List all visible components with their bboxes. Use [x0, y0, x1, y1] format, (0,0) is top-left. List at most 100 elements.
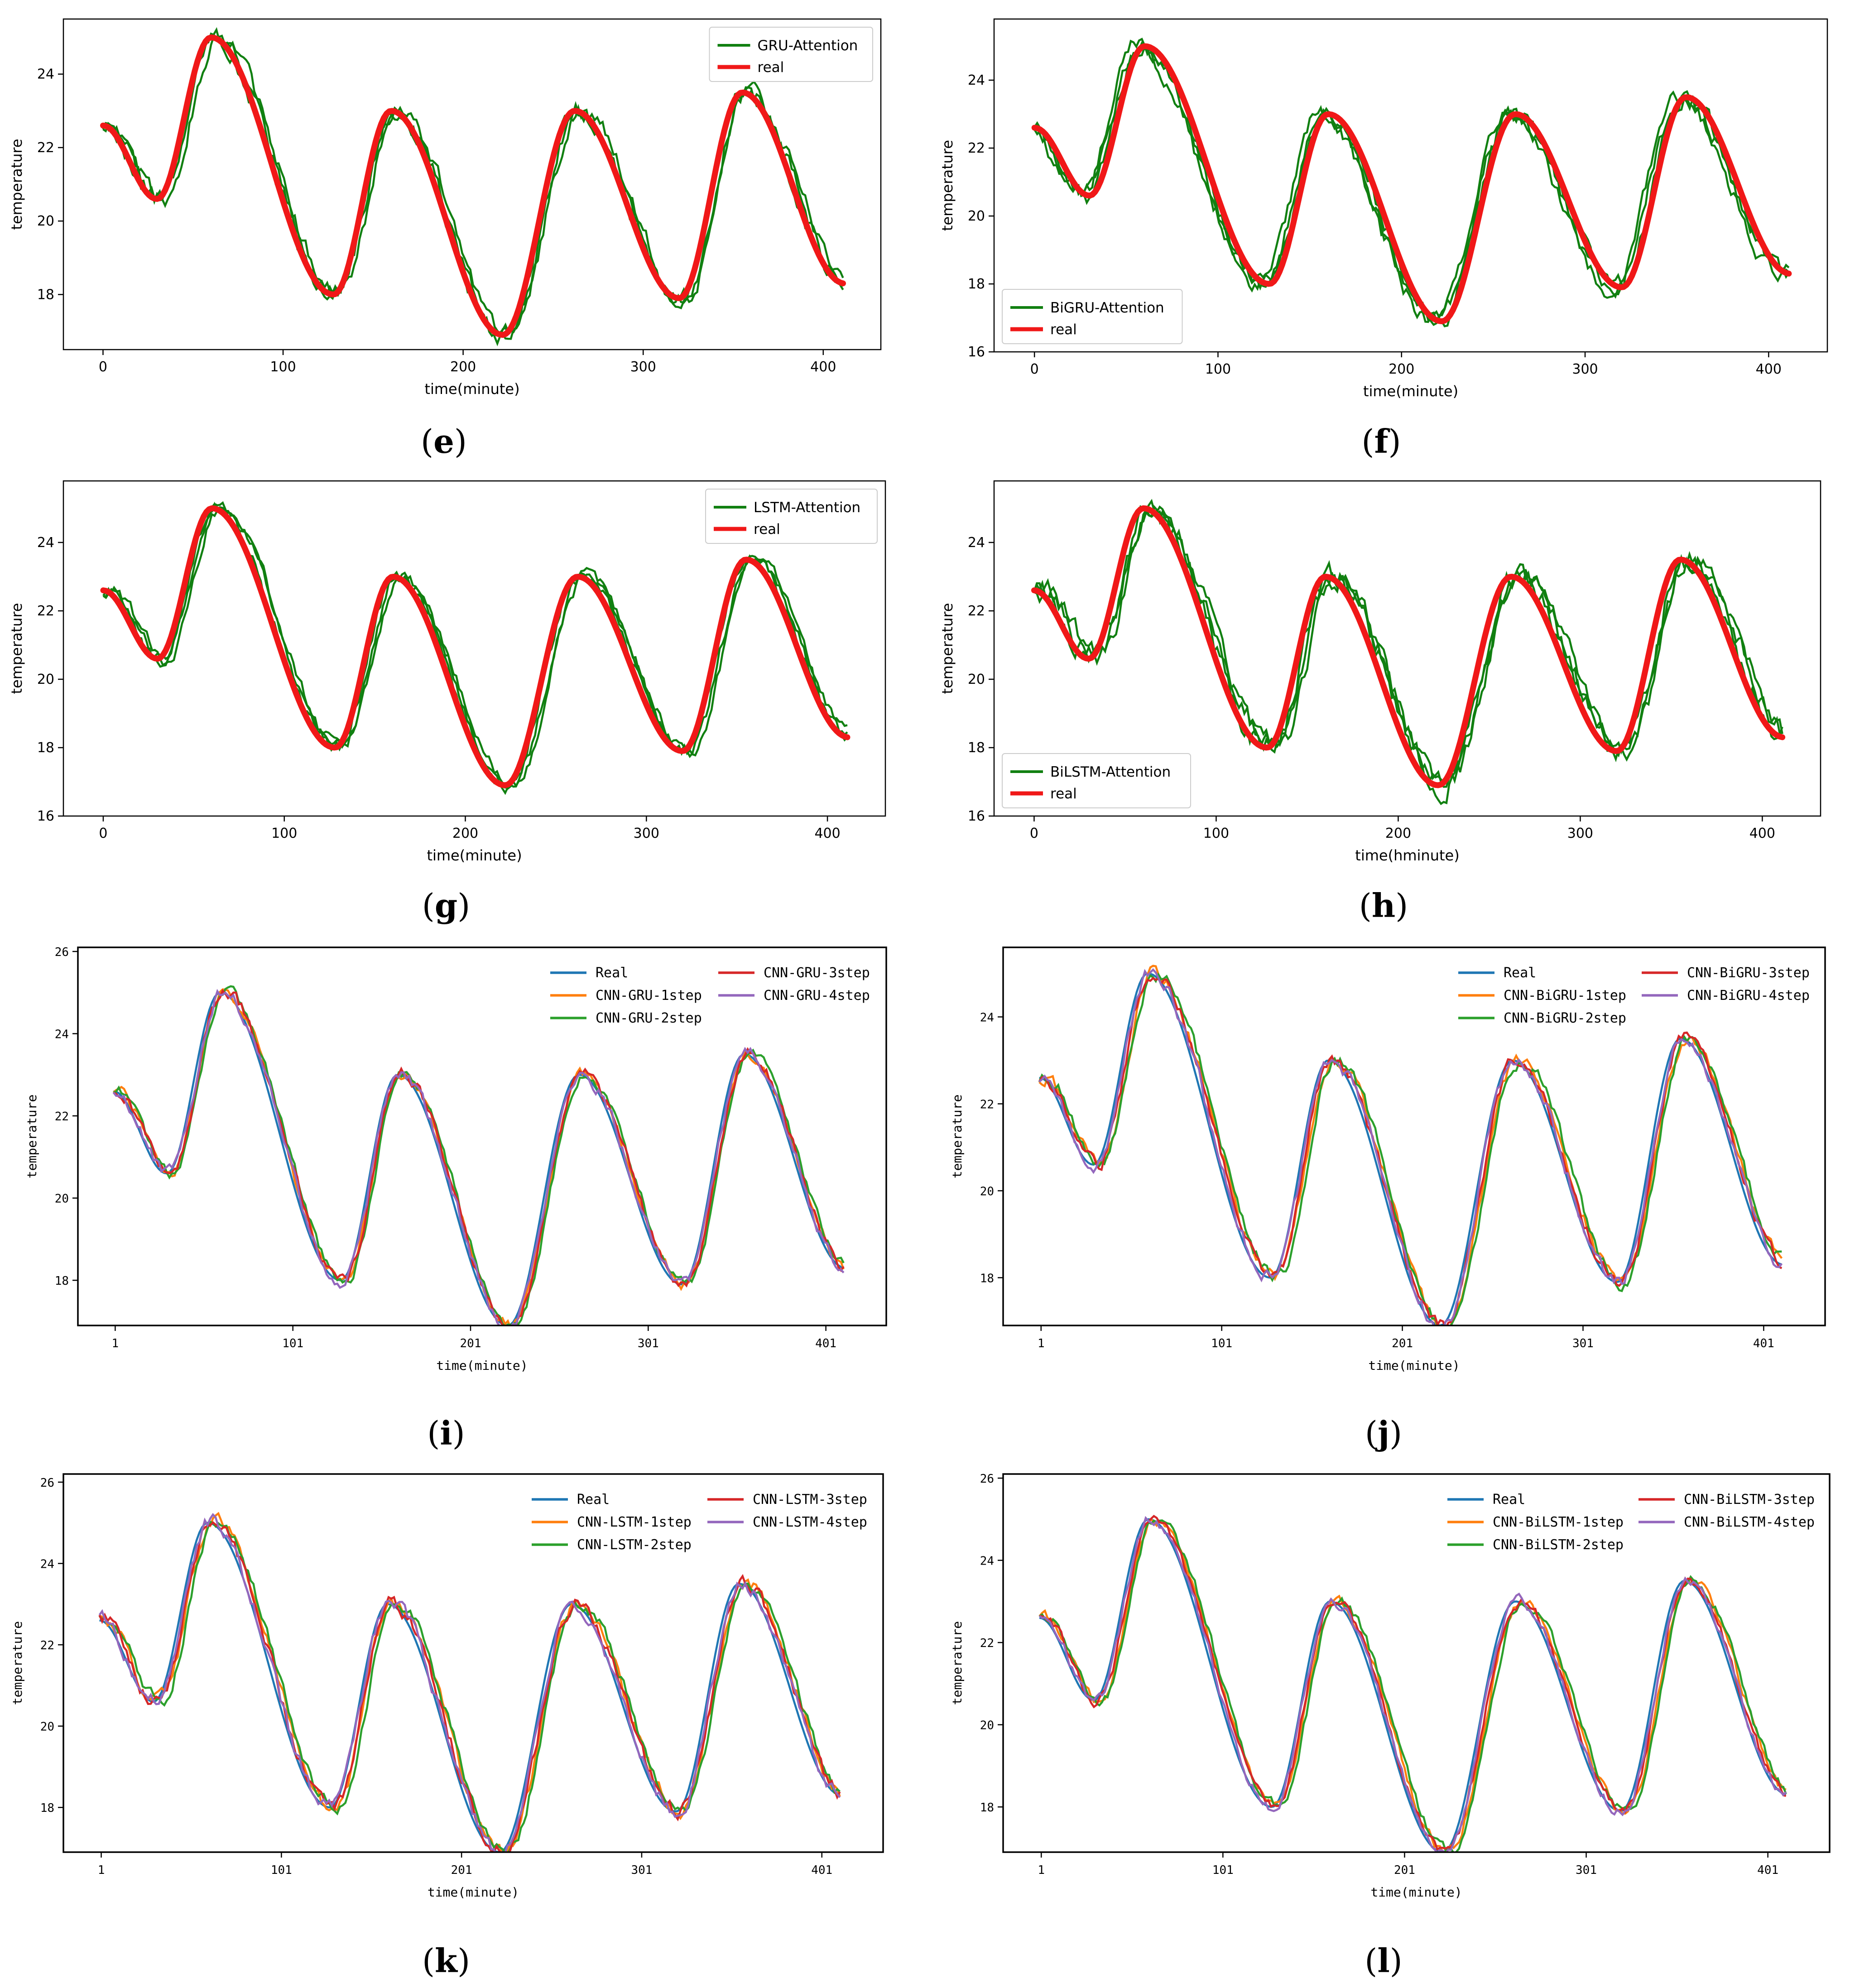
- y-tick-label: 20: [40, 1720, 54, 1734]
- legend-entry: BiLSTM-Attention: [1050, 764, 1171, 780]
- y-axis-label: temperature: [939, 140, 956, 231]
- y-axis-label: temperature: [10, 1621, 25, 1705]
- legend-entry: CNN-GRU-1step: [596, 988, 702, 1004]
- legend-entry: real: [758, 59, 784, 76]
- series-line-real: [1031, 43, 1792, 324]
- axes-frame: [77, 946, 887, 1326]
- x-tick-label: 1: [98, 1863, 105, 1877]
- x-tick-label: 301: [631, 1863, 652, 1877]
- series-line-CNN-GRU-4step: [112, 989, 845, 1325]
- panel-f: 0 100 200 300 400 16 18 20 22 24 time(minute) tempe…: [939, 18, 1828, 461]
- y-axis-label: temperature: [8, 139, 25, 230]
- legend: Real CNN-BiGRU-1step CNN-BiGRU-2step CNN-Bi…: [1458, 965, 1810, 1026]
- x-tick-label: 401: [815, 1337, 836, 1350]
- y-tick-label: 24: [968, 72, 985, 88]
- x-tick-label: 101: [282, 1337, 303, 1350]
- legend-entry: CNN-BiLSTM-4step: [1684, 1514, 1815, 1530]
- panel-k: 1 101 201 301 401 18 20 22 24 26 time(minute) tempe…: [10, 1473, 884, 1980]
- x-tick-label: 401: [1757, 1863, 1778, 1877]
- series-line-Real: [1039, 972, 1783, 1325]
- y-tick-label: 26: [980, 1472, 994, 1486]
- panel-e: 0 100 200 300 400 18 20 22 24 time(minute) tempera…: [8, 18, 882, 461]
- legend-entry: CNN-BiGRU-1step: [1504, 988, 1626, 1004]
- x-tick-label: 0: [1030, 361, 1039, 377]
- legend: LSTM-Attention real: [705, 489, 878, 544]
- series-line-BiLSTM-Attention-3: [1033, 510, 1783, 785]
- subfigure-label: (e): [421, 422, 467, 461]
- y-tick-label: 22: [37, 140, 54, 156]
- y-tick-label: 18: [980, 1272, 994, 1285]
- panel-g: 0 100 200 300 400 16 18 20 22 24 time(minute) tempe…: [8, 480, 886, 925]
- y-tick-label: 24: [55, 1028, 69, 1042]
- y-tick-label: 18: [37, 287, 54, 303]
- legend-entry: CNN-BiGRU-2step: [1504, 1010, 1626, 1026]
- series-group: [1038, 1514, 1787, 1852]
- y-tick-label: 22: [40, 1639, 54, 1652]
- legend-box: [1002, 753, 1191, 808]
- legend-entry: real: [1050, 322, 1077, 338]
- series-group: [1031, 499, 1786, 805]
- y-tick-label: 18: [980, 1801, 994, 1815]
- axes-frame: [993, 18, 1828, 353]
- x-tick-label: 201: [1392, 1337, 1413, 1350]
- x-tick-label: 1: [1038, 1863, 1045, 1877]
- series-line-CNN-LSTM-4step: [98, 1513, 841, 1852]
- x-tick-label: 400: [810, 359, 836, 375]
- legend: Real CNN-GRU-1step CNN-GRU-2step CNN-GRU-3s…: [550, 965, 870, 1026]
- series-group: [1031, 38, 1792, 327]
- series-group: [100, 501, 851, 795]
- subfigure-label: (f): [1361, 422, 1401, 461]
- x-tick-label: 200: [1389, 361, 1414, 377]
- y-tick-label: 18: [55, 1274, 69, 1288]
- y-tick-label: 22: [980, 1637, 994, 1650]
- x-tick-label: 101: [1212, 1863, 1234, 1877]
- series-line-real: [1031, 505, 1786, 788]
- legend-entry: LSTM-Attention: [754, 499, 860, 516]
- x-tick-label: 300: [1572, 361, 1598, 377]
- x-tick-label: 401: [1753, 1337, 1774, 1350]
- legend-entry: BiGRU-Attention: [1050, 300, 1164, 316]
- series-line-CNN-BiLSTM-1step: [1038, 1518, 1787, 1852]
- x-axis-label: time(minute): [1368, 1358, 1460, 1373]
- legend-entry: Real: [596, 965, 628, 981]
- legend-entry: real: [1050, 786, 1077, 802]
- x-tick-label: 200: [1385, 826, 1411, 841]
- y-axis-label: temperature: [950, 1095, 965, 1178]
- series-line-CNN-LSTM-3step: [98, 1521, 841, 1852]
- y-tick-label: 24: [980, 1555, 994, 1568]
- series-group: [100, 27, 846, 346]
- legend-entry: CNN-LSTM-3step: [753, 1492, 867, 1508]
- y-tick-label: 22: [968, 603, 985, 619]
- x-axis-label: time(minute): [427, 847, 522, 864]
- subfigure-label: (h): [1359, 886, 1408, 925]
- legend-entry: Real: [577, 1492, 610, 1508]
- x-tick-label: 100: [270, 359, 296, 375]
- legend: BiGRU-Attention real: [1002, 289, 1183, 344]
- legend-box: [1002, 289, 1183, 344]
- x-tick-label: 400: [1756, 361, 1782, 377]
- y-tick-label: 22: [968, 140, 985, 156]
- legend-entry: Real: [1504, 965, 1536, 981]
- x-tick-label: 0: [99, 359, 107, 375]
- series-group: [98, 1512, 841, 1852]
- y-tick-label: 24: [37, 67, 54, 82]
- y-tick-label: 22: [37, 603, 54, 619]
- legend-entry: CNN-BiLSTM-3step: [1684, 1492, 1815, 1508]
- x-tick-label: 401: [811, 1863, 832, 1877]
- legend-entry: CNN-LSTM-1step: [577, 1514, 692, 1530]
- legend-entry: Real: [1493, 1492, 1525, 1508]
- y-tick-label: 18: [37, 740, 54, 756]
- y-tick-label: 20: [980, 1185, 994, 1198]
- series-line-CNN-BiLSTM-2step: [1039, 1519, 1787, 1852]
- series-line-BiGRU-Attention-1: [1033, 38, 1790, 323]
- legend: BiLSTM-Attention real: [1002, 753, 1191, 808]
- legend-entry: CNN-BiLSTM-1step: [1493, 1514, 1624, 1530]
- series-line-CNN-BiGRU-4step: [1038, 968, 1783, 1325]
- y-tick-label: 26: [40, 1476, 54, 1490]
- x-tick-label: 300: [1567, 826, 1593, 841]
- legend-entry: CNN-LSTM-4step: [753, 1514, 867, 1530]
- x-tick-label: 100: [1203, 826, 1229, 841]
- legend-entry: CNN-BiLSTM-2step: [1493, 1537, 1624, 1553]
- y-tick-label: 16: [968, 808, 985, 824]
- x-tick-label: 200: [452, 826, 478, 841]
